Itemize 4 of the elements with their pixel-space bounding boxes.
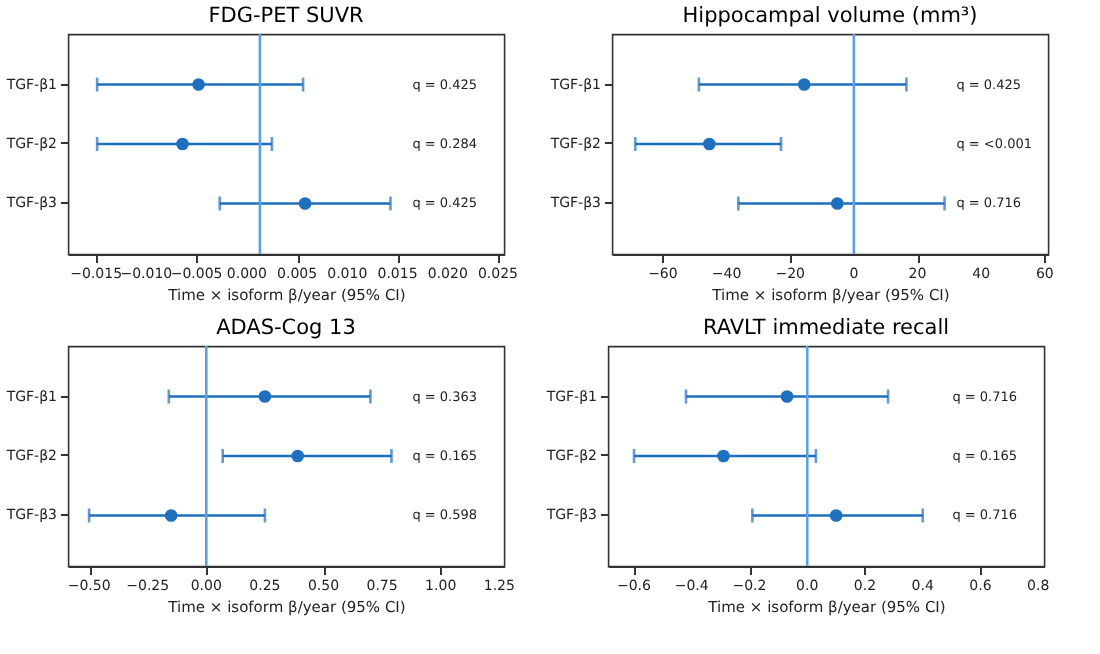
chart-title: FDG-PET SUVR: [208, 3, 364, 28]
chart-title: RAVLT immediate recall: [702, 315, 950, 340]
chart-title: ADAS-Cog 13: [216, 315, 356, 340]
chart-title: Hippocampal volume (mm³): [682, 3, 978, 28]
